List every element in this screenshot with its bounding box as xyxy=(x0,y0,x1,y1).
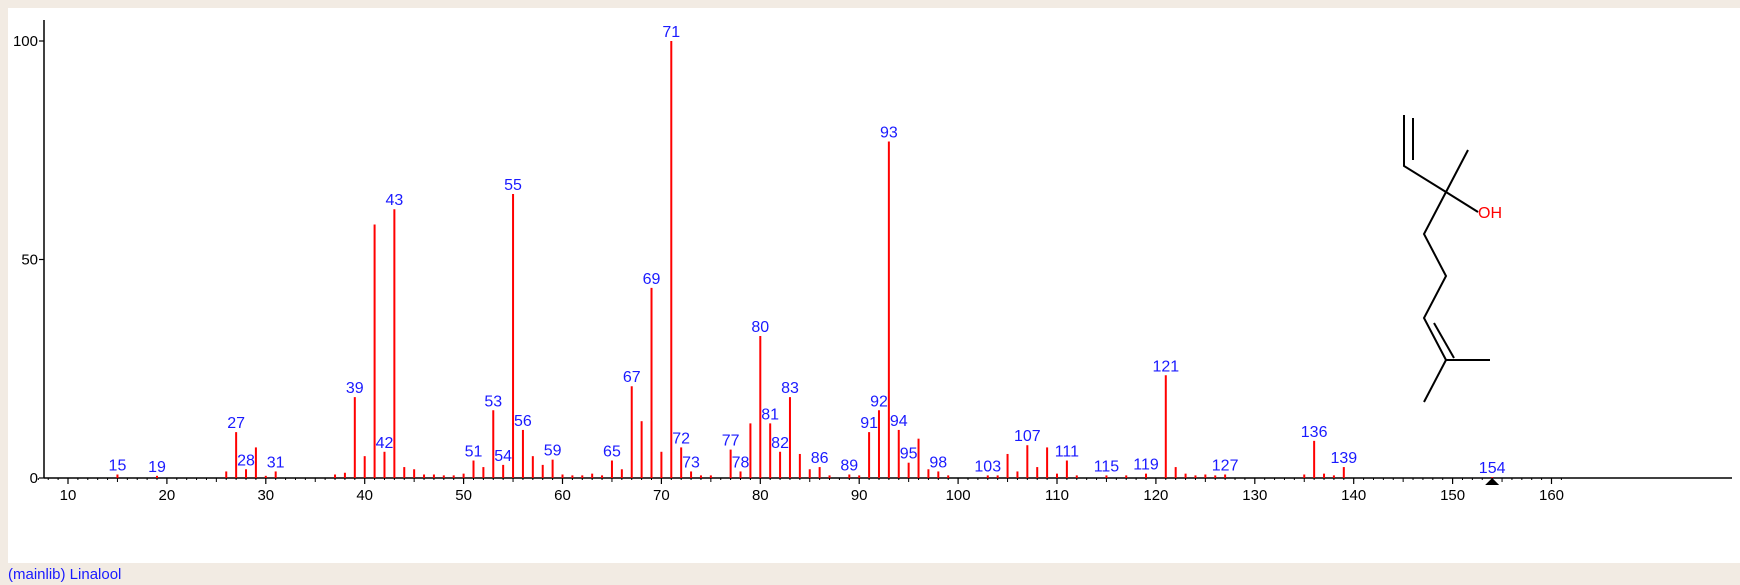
peak-label: 93 xyxy=(880,125,898,142)
peak-label: 127 xyxy=(1212,458,1239,475)
peak-label: 83 xyxy=(781,380,799,397)
mass-spectrum-chart: 10 20 30 40 50 60 70 80 90 100 110 120 130 140 150 160 0… xyxy=(13,20,1732,504)
peak-label: 77 xyxy=(722,433,740,450)
peak-label: 73 xyxy=(682,454,700,471)
peak-labels: 15 19 27 28 31 39 42 43 51 53 54 55 56 59 65 67 69 71 72 73… xyxy=(109,24,1506,477)
peak-label: 65 xyxy=(603,444,621,461)
chart-axes: 10 20 30 40 50 60 70 80 90 100 110 120 130 140 150 160 0… xyxy=(13,20,1732,504)
peak-label: 98 xyxy=(929,454,947,471)
peak-label: 71 xyxy=(662,24,680,41)
x-tick-label: 80 xyxy=(752,487,769,504)
molecular-ion-marker xyxy=(1485,478,1500,485)
x-tick-label: 90 xyxy=(851,487,868,504)
peak-label: 27 xyxy=(227,415,245,432)
peak-label: 91 xyxy=(860,415,878,432)
y-tick-label: 50 xyxy=(21,252,38,269)
peak-label: 54 xyxy=(494,448,512,465)
peak-label: 115 xyxy=(1094,458,1120,475)
structure-terminal-methyl-bond-2 xyxy=(1423,359,1447,403)
spectrum-peaks xyxy=(116,41,1494,478)
peak-label: 28 xyxy=(237,452,255,469)
peak-label: 43 xyxy=(385,192,403,209)
peak-label: 89 xyxy=(840,458,858,475)
peak-label: 81 xyxy=(761,406,779,423)
x-tick-label: 10 xyxy=(60,487,77,504)
peak-label: 51 xyxy=(465,444,483,461)
x-tick-label: 20 xyxy=(159,487,176,504)
structure-chain-double-bond xyxy=(1433,322,1455,359)
structure-methyl-bond xyxy=(1445,149,1469,193)
x-tick-label: 140 xyxy=(1341,487,1366,504)
peak-label: 94 xyxy=(890,413,908,430)
peak-label: 107 xyxy=(1014,428,1041,445)
peak-label: 80 xyxy=(751,319,769,336)
peak-label: 119 xyxy=(1133,457,1159,474)
x-tick-label: 70 xyxy=(653,487,670,504)
chart-panel: 10 20 30 40 50 60 70 80 90 100 110 120 130 140 150 160 0… xyxy=(8,8,1740,563)
peak-label: 103 xyxy=(974,458,1001,475)
y-tick-label: 0 xyxy=(30,470,38,487)
peak-label: 39 xyxy=(346,380,364,397)
x-tick-label: 50 xyxy=(455,487,472,504)
molecule-structure: OH xyxy=(1403,115,1502,403)
x-tick-label: 100 xyxy=(946,487,971,504)
structure-vinyl-bond xyxy=(1403,115,1447,193)
x-tick-label: 30 xyxy=(257,487,274,504)
peak-label: 42 xyxy=(376,435,394,452)
x-tick-label: 130 xyxy=(1242,487,1267,504)
peak-label: 67 xyxy=(623,369,641,386)
peak-label: 56 xyxy=(514,413,532,430)
x-tick-label: 110 xyxy=(1045,487,1069,504)
x-tick-label: 40 xyxy=(356,487,373,504)
x-tick-label: 120 xyxy=(1143,487,1168,504)
x-tick-label: 160 xyxy=(1539,487,1564,504)
y-tick-label: 100 xyxy=(13,33,38,50)
peak-label: 15 xyxy=(109,458,127,475)
peak-label: 69 xyxy=(643,271,661,288)
structure-oh-label: OH xyxy=(1478,205,1502,222)
spectrum-caption: (mainlib) Linalool xyxy=(8,566,122,583)
peak-label: 111 xyxy=(1055,444,1079,461)
peak-label: 95 xyxy=(900,446,918,463)
peak-label: 86 xyxy=(811,450,829,467)
structure-chain-bonds xyxy=(1422,191,1448,361)
x-tick-label: 60 xyxy=(554,487,571,504)
peak-label: 92 xyxy=(870,393,888,410)
peak-label: 121 xyxy=(1152,358,1179,375)
peak-label: 136 xyxy=(1301,424,1328,441)
peak-label: 59 xyxy=(544,443,562,460)
peak-label: 53 xyxy=(484,393,502,410)
structure-oh-bond xyxy=(1445,191,1479,213)
peak-label: 82 xyxy=(771,435,789,452)
peak-label: 55 xyxy=(504,177,522,194)
peak-label: 154 xyxy=(1479,460,1506,477)
peak-label: 72 xyxy=(672,430,690,447)
peak-label: 139 xyxy=(1330,450,1357,467)
x-tick-label: 150 xyxy=(1440,487,1465,504)
peak-label: 31 xyxy=(267,454,285,471)
peak-label: 78 xyxy=(732,454,750,471)
peak-label: 19 xyxy=(148,459,166,476)
